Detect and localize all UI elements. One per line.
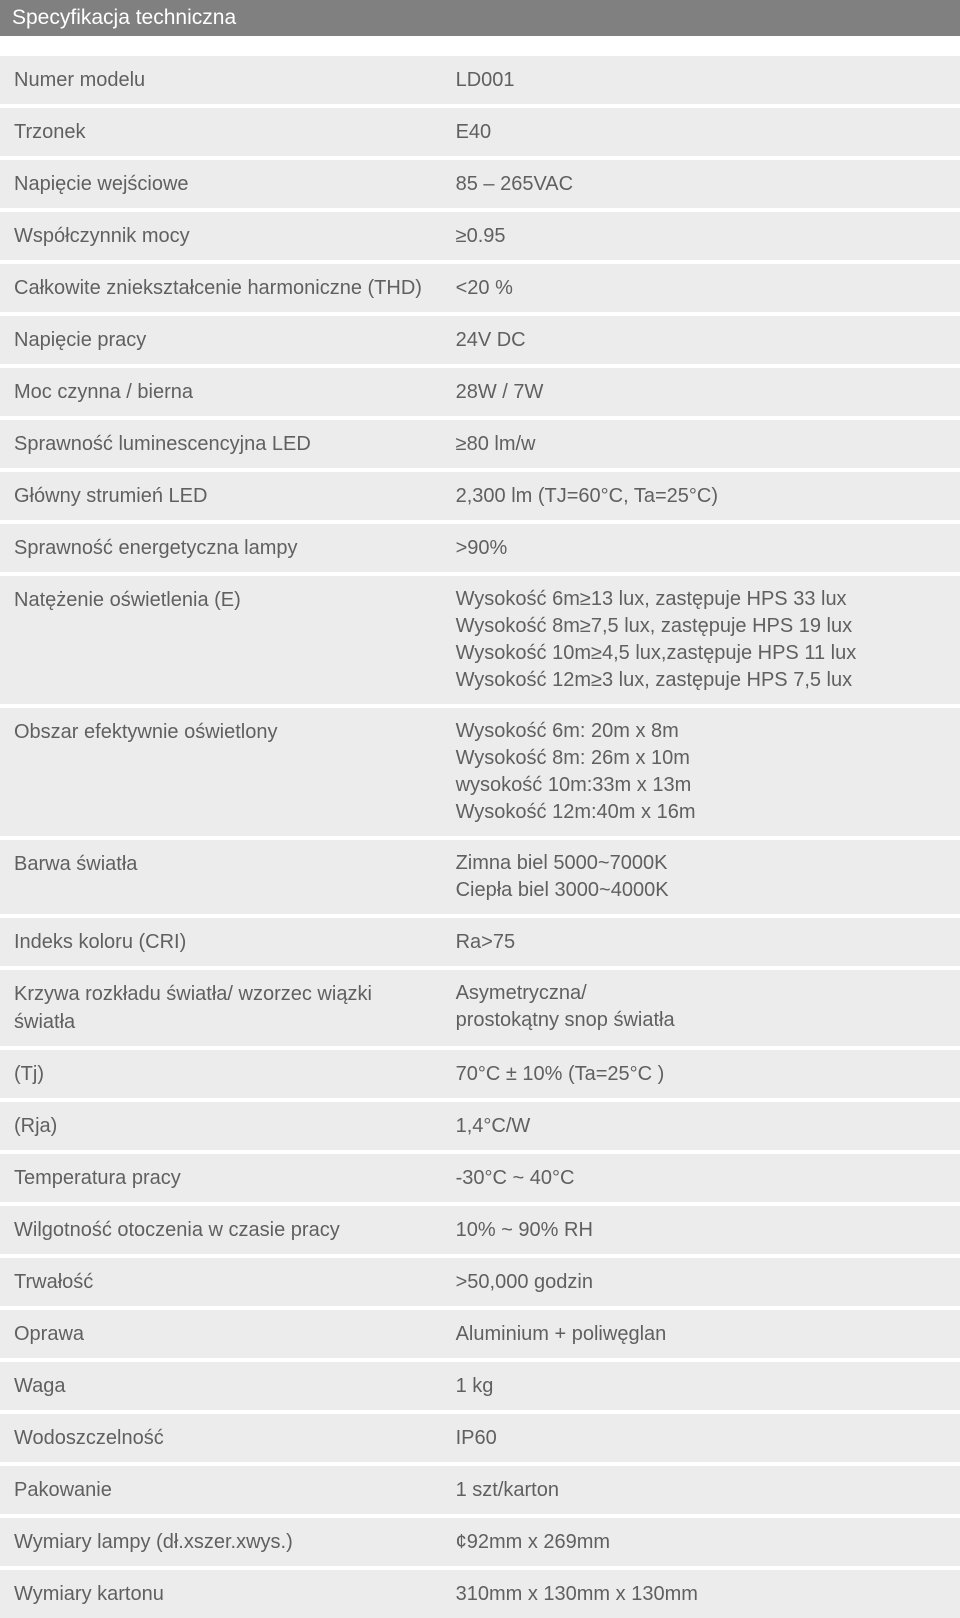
- spec-label: Napięcie pracy: [0, 314, 442, 366]
- spec-value: 1 kg: [442, 1360, 960, 1412]
- spec-label: Wymiary lampy (dł.xszer.xwys.): [0, 1516, 442, 1568]
- section-header: Specyfikacja techniczna: [0, 0, 960, 36]
- spec-value: Wysokość 6m≥13 lux, zastępuje HPS 33 lux…: [442, 574, 960, 706]
- table-row: OprawaAluminium + poliwęglan: [0, 1308, 960, 1360]
- spec-value: 1 szt/karton: [442, 1464, 960, 1516]
- spec-label: Oprawa: [0, 1308, 442, 1360]
- spec-label: Waga: [0, 1360, 442, 1412]
- spec-label: Sprawność luminescencyjna LED: [0, 418, 442, 470]
- spec-value: 24V DC: [442, 314, 960, 366]
- table-row: Indeks koloru (CRI)Ra>75: [0, 916, 960, 968]
- spec-label: Trzonek: [0, 106, 442, 158]
- spec-label: Główny strumień LED: [0, 470, 442, 522]
- spec-value: E40: [442, 106, 960, 158]
- table-row: (Rja)1,4°C/W: [0, 1100, 960, 1152]
- spec-label: Obszar efektywnie oświetlony: [0, 706, 442, 838]
- spec-label: Natężenie oświetlenia (E): [0, 574, 442, 706]
- spec-label: Trwałość: [0, 1256, 442, 1308]
- spec-value: Aluminium + poliwęglan: [442, 1308, 960, 1360]
- spec-label: (Rja): [0, 1100, 442, 1152]
- spec-label: Indeks koloru (CRI): [0, 916, 442, 968]
- spec-label: Współczynnik mocy: [0, 210, 442, 262]
- table-row: WodoszczelnośćIP60: [0, 1412, 960, 1464]
- table-row: Krzywa rozkładu światła/ wzorzec wiązki …: [0, 968, 960, 1048]
- table-row: Napięcie wejściowe85 – 265VAC: [0, 158, 960, 210]
- table-row: (Tj)70°C ± 10% (Ta=25°C ): [0, 1048, 960, 1100]
- spec-value: 85 – 265VAC: [442, 158, 960, 210]
- spec-value: ¢92mm x 269mm: [442, 1516, 960, 1568]
- spec-value: >50,000 godzin: [442, 1256, 960, 1308]
- spec-label: Sprawność energetyczna lampy: [0, 522, 442, 574]
- table-row: Barwa światłaZimna biel 5000~7000KCiepła…: [0, 838, 960, 916]
- spec-table: Numer modeluLD001TrzonekE40Napięcie wejś…: [0, 56, 960, 1618]
- spec-value: ≥80 lm/w: [442, 418, 960, 470]
- spec-label: Numer modelu: [0, 56, 442, 106]
- spec-label: Pakowanie: [0, 1464, 442, 1516]
- table-row: Obszar efektywnie oświetlonyWysokość 6m:…: [0, 706, 960, 838]
- spec-value: 310mm x 130mm x 130mm: [442, 1568, 960, 1618]
- table-row: Waga1 kg: [0, 1360, 960, 1412]
- table-row: Sprawność energetyczna lampy>90%: [0, 522, 960, 574]
- spec-value: <20 %: [442, 262, 960, 314]
- spec-label: Wymiary kartonu: [0, 1568, 442, 1618]
- table-row: TrzonekE40: [0, 106, 960, 158]
- spec-value: -30°C ~ 40°C: [442, 1152, 960, 1204]
- spec-value: LD001: [442, 56, 960, 106]
- table-row: Całkowite zniekształcenie harmoniczne (T…: [0, 262, 960, 314]
- spec-label: Wodoszczelność: [0, 1412, 442, 1464]
- spec-value: 2,300 lm (TJ=60°C, Ta=25°C): [442, 470, 960, 522]
- spec-value: 1,4°C/W: [442, 1100, 960, 1152]
- spec-value: Zimna biel 5000~7000KCiepła biel 3000~40…: [442, 838, 960, 916]
- table-row: Wymiary kartonu310mm x 130mm x 130mm: [0, 1568, 960, 1618]
- table-row: Wilgotność otoczenia w czasie pracy10% ~…: [0, 1204, 960, 1256]
- spec-value: Ra>75: [442, 916, 960, 968]
- table-row: Sprawność luminescencyjna LED≥80 lm/w: [0, 418, 960, 470]
- spec-label: Wilgotność otoczenia w czasie pracy: [0, 1204, 442, 1256]
- spec-value: >90%: [442, 522, 960, 574]
- spec-value: 70°C ± 10% (Ta=25°C ): [442, 1048, 960, 1100]
- spec-label: Napięcie wejściowe: [0, 158, 442, 210]
- spec-label: (Tj): [0, 1048, 442, 1100]
- spec-label: Barwa światła: [0, 838, 442, 916]
- table-row: Natężenie oświetlenia (E)Wysokość 6m≥13 …: [0, 574, 960, 706]
- spec-value: ≥0.95: [442, 210, 960, 262]
- table-row: Pakowanie1 szt/karton: [0, 1464, 960, 1516]
- spec-label: Całkowite zniekształcenie harmoniczne (T…: [0, 262, 442, 314]
- spec-value: Wysokość 6m: 20m x 8mWysokość 8m: 26m x …: [442, 706, 960, 838]
- table-row: Moc czynna / bierna28W / 7W: [0, 366, 960, 418]
- spec-value: 28W / 7W: [442, 366, 960, 418]
- table-row: Temperatura pracy-30°C ~ 40°C: [0, 1152, 960, 1204]
- table-row: Współczynnik mocy≥0.95: [0, 210, 960, 262]
- spec-label: Temperatura pracy: [0, 1152, 442, 1204]
- table-row: Numer modeluLD001: [0, 56, 960, 106]
- spec-label: Krzywa rozkładu światła/ wzorzec wiązki …: [0, 968, 442, 1048]
- spec-value: Asymetryczna/prostokątny snop światła: [442, 968, 960, 1048]
- spec-value: 10% ~ 90% RH: [442, 1204, 960, 1256]
- spec-label: Moc czynna / bierna: [0, 366, 442, 418]
- table-row: Trwałość>50,000 godzin: [0, 1256, 960, 1308]
- spec-value: IP60: [442, 1412, 960, 1464]
- table-row: Główny strumień LED2,300 lm (TJ=60°C, Ta…: [0, 470, 960, 522]
- table-row: Wymiary lampy (dł.xszer.xwys.)¢92mm x 26…: [0, 1516, 960, 1568]
- table-row: Napięcie pracy24V DC: [0, 314, 960, 366]
